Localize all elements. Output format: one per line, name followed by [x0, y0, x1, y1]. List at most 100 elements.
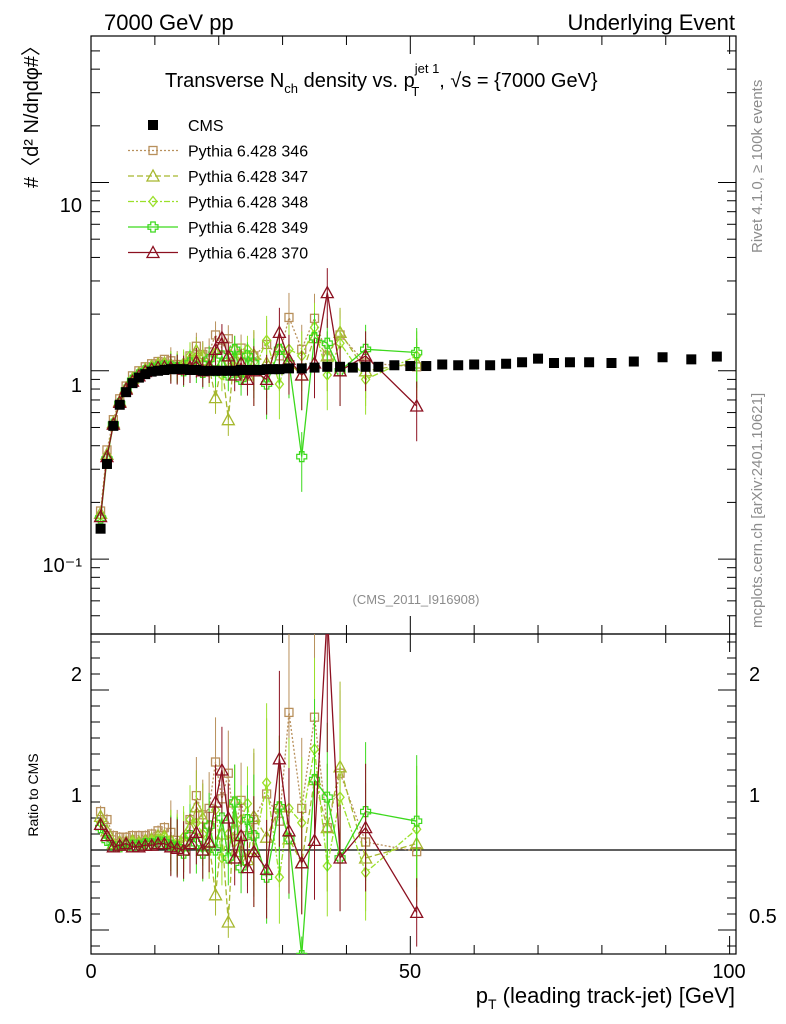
data-point	[274, 364, 285, 375]
data-point	[223, 365, 234, 376]
series-2-main	[93, 307, 424, 519]
legend-label: Pythia 6.428 347	[188, 169, 308, 186]
series-1-ratio	[95, 634, 422, 908]
legend-marker	[148, 145, 158, 156]
legend-label: CMS	[188, 118, 224, 135]
data-point	[236, 364, 247, 375]
header-right: Underlying Event	[567, 10, 735, 35]
legend-marker	[148, 120, 158, 130]
data-point	[373, 361, 384, 372]
data-point	[242, 364, 253, 375]
legend-item: Pythia 6.428 348	[128, 195, 308, 212]
rivet-version-text: Rivet 4.1.0, ≥ 100k events	[749, 80, 766, 253]
ratio-plot-frame	[90, 633, 737, 955]
ratio-series-line	[100, 777, 417, 954]
data-point	[165, 364, 176, 375]
data-point	[584, 357, 595, 368]
series-3-main	[95, 302, 422, 522]
data-point	[606, 357, 617, 368]
series-layer	[93, 268, 722, 954]
series-2-ratio	[93, 681, 424, 938]
ratio-y-tick-label-right: 0.5	[749, 906, 777, 928]
ratio-y-tick-label: 0.5	[54, 906, 82, 928]
legend-item: Pythia 6.428 346	[128, 144, 308, 161]
data-point	[210, 365, 221, 376]
data-point	[533, 353, 544, 364]
ratio-point	[176, 842, 191, 856]
ratio-point	[321, 607, 333, 618]
data-point	[197, 365, 208, 376]
main-y-tick-label: 10	[60, 195, 82, 217]
data-point	[204, 365, 215, 376]
data-point	[240, 372, 255, 386]
data-point	[296, 363, 307, 374]
data-point	[261, 334, 272, 347]
ratio-y-tick-label: 1	[71, 785, 82, 807]
data-point	[248, 364, 259, 375]
data-point	[159, 364, 170, 375]
ratio-point	[307, 833, 322, 847]
legend-marker	[145, 168, 161, 182]
data-point	[358, 348, 373, 362]
data-point	[121, 387, 132, 398]
ratio-point	[214, 762, 230, 776]
data-point	[453, 360, 464, 371]
data-point	[308, 332, 321, 344]
data-point	[273, 343, 285, 355]
ratio-point	[208, 794, 223, 808]
ratio-point	[332, 850, 348, 864]
x-tick-label: 50	[399, 961, 421, 983]
legend: CMS Pythia 6.428 346 Pythia 6.428 347 Pythi…	[128, 118, 308, 263]
data-point	[283, 363, 294, 374]
data-point	[485, 360, 496, 371]
data-point	[272, 325, 287, 339]
axis-ticks	[90, 35, 736, 954]
data-point	[686, 354, 697, 365]
ratio-point	[223, 768, 233, 778]
ratio-point	[259, 861, 274, 875]
legend-marker	[145, 245, 161, 259]
x-axis-label: pT (leading track-jet) [GeV]	[476, 983, 735, 1012]
ratio-point	[229, 796, 241, 808]
ratio-point	[308, 773, 321, 786]
data-point	[347, 362, 358, 373]
series-3-ratio	[95, 657, 422, 924]
ratio-point	[119, 836, 134, 850]
data-point	[268, 364, 279, 375]
ratio-point	[208, 887, 223, 901]
ratio-point	[189, 825, 204, 839]
legend-marker	[147, 221, 159, 233]
data-point	[296, 451, 308, 463]
data-point	[208, 341, 223, 355]
ratio-point	[360, 805, 372, 818]
data-point	[405, 361, 416, 372]
data-point	[628, 356, 639, 367]
ratio-point	[202, 834, 217, 848]
data-point	[216, 365, 227, 376]
ratio-point	[163, 839, 178, 853]
data-point	[146, 366, 157, 377]
legend-label: Pythia 6.428 349	[188, 220, 308, 237]
legend-label: Pythia 6.428 370	[188, 246, 308, 263]
ratio-point	[274, 871, 285, 884]
data-point	[437, 359, 448, 370]
legend-marker	[148, 195, 158, 208]
main-y-tick-label: 1	[71, 375, 82, 397]
legend-label: Pythia 6.428 346	[188, 144, 308, 161]
data-point	[108, 420, 119, 431]
ratio-point	[294, 855, 309, 869]
data-point	[114, 399, 125, 410]
ratio-point	[411, 815, 423, 827]
ratio-series-line	[100, 766, 417, 923]
x-tick-label: 0	[85, 961, 96, 983]
ratio-point	[261, 776, 272, 789]
data-point	[153, 365, 164, 376]
series-1-main	[95, 292, 422, 516]
data-point	[221, 348, 236, 362]
ratio-point	[240, 860, 255, 874]
data-point	[321, 337, 333, 349]
ratio-point	[233, 828, 249, 842]
ratio-point	[284, 707, 294, 718]
ratio-point	[221, 810, 236, 824]
ratio-point	[99, 828, 115, 842]
